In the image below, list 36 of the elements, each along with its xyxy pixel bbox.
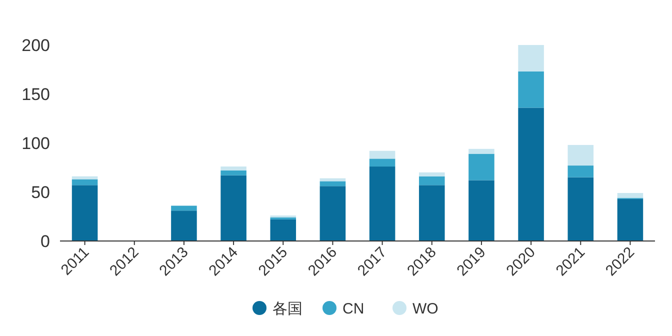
bar	[568, 144, 594, 166]
bar	[220, 175, 246, 241]
bar	[518, 71, 544, 108]
y-tick-label: 200	[22, 36, 50, 55]
bar	[369, 166, 396, 241]
bar	[568, 166, 594, 178]
bar	[72, 176, 98, 180]
bar	[617, 192, 644, 198]
y-tick-label: 150	[22, 85, 50, 104]
y-tick-label: 50	[31, 183, 50, 202]
y-tick-label: 100	[22, 134, 50, 153]
bar	[468, 180, 494, 241]
bar	[320, 181, 346, 186]
bar	[568, 177, 594, 241]
bar	[617, 198, 644, 241]
bar	[171, 206, 197, 211]
y-tick-label: 0	[40, 232, 50, 251]
legend-label: CN	[342, 300, 364, 318]
bar	[468, 154, 494, 180]
bar	[468, 148, 494, 154]
bar	[171, 210, 197, 241]
bar	[418, 172, 445, 176]
bar	[369, 150, 396, 159]
bar	[270, 219, 296, 241]
bar	[320, 186, 346, 241]
legend-label: WO	[412, 300, 438, 318]
bar	[220, 166, 246, 170]
bar	[518, 45, 544, 72]
bar	[220, 170, 246, 176]
bar	[418, 185, 445, 241]
bar	[369, 158, 396, 167]
bar	[72, 185, 98, 241]
bar	[518, 108, 544, 241]
bar	[418, 176, 445, 186]
bar	[72, 179, 98, 186]
legend-label: 各国	[272, 300, 302, 318]
